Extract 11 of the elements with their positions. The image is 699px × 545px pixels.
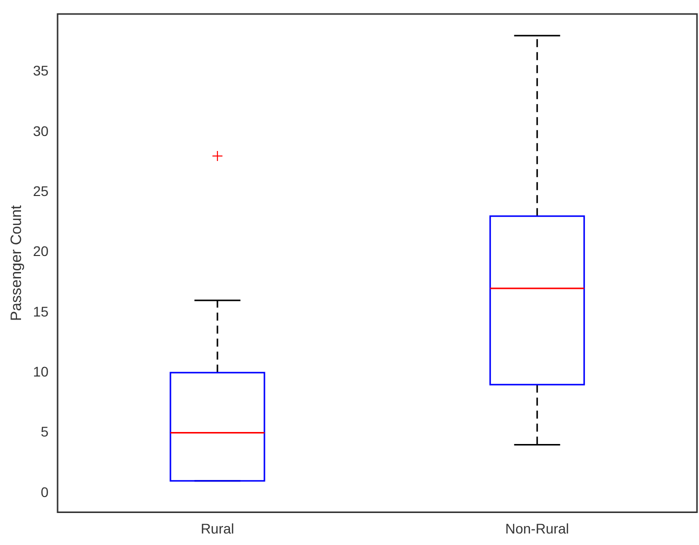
y-tick-label: 20 (32, 243, 49, 260)
x-tick-label: Rural (200, 520, 234, 536)
y-axis-title: Passenger Count (8, 204, 26, 322)
y-tick-label: 35 (32, 62, 49, 79)
y-tick-label: 5 (40, 424, 49, 440)
y-tick-label: 0 (40, 484, 49, 500)
y-tick-label: 15 (32, 303, 49, 320)
y-tick-label: 30 (32, 122, 49, 139)
y-tick-label: 25 (32, 182, 49, 199)
x-tick-label: Non-Rural (505, 520, 570, 536)
y-tick-label: 10 (32, 363, 49, 380)
